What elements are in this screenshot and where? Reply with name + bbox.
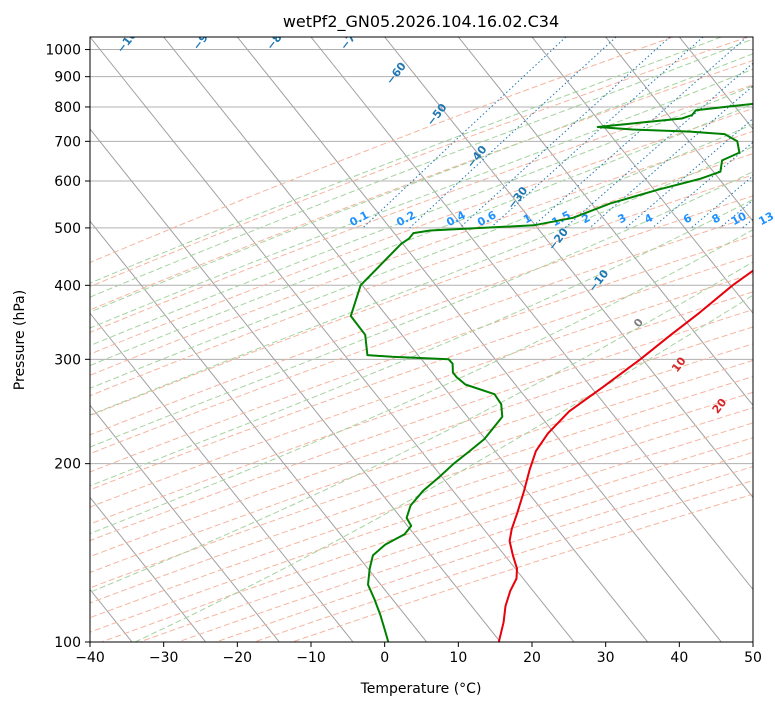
mixing-ratio-label: 10 — [729, 209, 749, 228]
isotherm-line — [90, 128, 501, 642]
moist-adiabat-line — [90, 85, 753, 347]
x-axis-label: Temperature (°C) — [360, 681, 482, 697]
y-tick-label: 300 — [54, 352, 81, 368]
isotherm-line — [90, 312, 354, 642]
temperature-profile-line — [497, 269, 753, 642]
x-tick-label: 30 — [597, 650, 615, 666]
dry-adiabat-line — [90, 273, 753, 508]
mixing-ratio-line — [564, 62, 753, 229]
isotherm-line — [752, 37, 753, 38]
mixing-ratio-line — [770, 37, 775, 228]
y-axis-label: Pressure (hPa) — [12, 290, 28, 390]
y-tick-label: 400 — [54, 278, 81, 294]
isotherm-line — [90, 404, 280, 642]
y-tick-label: 500 — [54, 221, 81, 237]
dry-adiabat-line — [90, 174, 753, 417]
dry-adiabat-line — [90, 291, 753, 525]
moist-adiabat-line — [90, 171, 753, 448]
mixing-ratio-line — [652, 141, 753, 229]
y-tick-label: 200 — [54, 457, 81, 473]
moist-adiabat-line — [90, 38, 753, 298]
x-tick-label: −30 — [149, 650, 179, 666]
moist-adiabat-line — [90, 37, 722, 284]
y-tick-label: 800 — [54, 100, 81, 116]
isotherm-line — [310, 37, 753, 591]
profiles — [349, 102, 753, 642]
y-tick-label: 1000 — [45, 43, 81, 59]
x-tick-label: −20 — [223, 650, 253, 666]
isotherm-line — [0, 37, 58, 642]
moist-adiabat-line — [90, 53, 753, 313]
dry-adiabat-line — [90, 153, 753, 397]
y-tick-label: 900 — [54, 70, 81, 86]
isotherm-line — [163, 37, 649, 642]
y-axis: 100 200 300 400 500 600 700 800 900 1000 — [45, 43, 90, 651]
isotherm-label: 30 — [752, 435, 772, 455]
dry-adiabat-line — [90, 376, 753, 604]
moist-adiabat-line — [90, 68, 753, 329]
y-tick-label: 700 — [54, 134, 81, 150]
isotherm-line — [90, 37, 575, 642]
x-tick-label: −10 — [296, 650, 326, 666]
x-tick-label: 50 — [744, 650, 762, 666]
dry-adiabat-line — [90, 326, 753, 558]
plot-frame — [89, 36, 754, 643]
dry-adiabat-line — [90, 37, 748, 288]
y-tick-label: 600 — [54, 174, 81, 190]
isotherm-line — [236, 37, 722, 642]
plot-background — [90, 37, 753, 642]
y-tick-label: 100 — [54, 635, 81, 651]
x-axis: −40 −30 −20 −10 0 10 20 30 40 50 — [75, 642, 762, 666]
background-lines — [90, 37, 775, 642]
x-tick-label: −40 — [75, 650, 105, 666]
isotherm-line — [457, 37, 753, 407]
isotherm-line — [90, 496, 207, 642]
isotherm-line — [531, 37, 753, 315]
chart-title: wetPf2_GN05.2026.104.16.02.C34 — [283, 12, 559, 32]
moist-adiabat-line — [90, 261, 753, 593]
dewpoint-profile-line — [349, 102, 753, 642]
x-tick-label: 20 — [523, 650, 541, 666]
dry-adiabat-line — [90, 84, 753, 333]
x-tick-label: 40 — [670, 650, 688, 666]
dry-adiabat-line — [90, 59, 753, 311]
mixing-ratio-label: 13 — [756, 209, 775, 228]
mixing-ratio-line — [459, 37, 671, 229]
x-tick-label: 10 — [449, 650, 467, 666]
x-tick-label: 0 — [380, 650, 389, 666]
dry-adiabat-line — [90, 391, 753, 619]
isotherm-line — [605, 37, 753, 222]
mixing-ratio-line — [490, 37, 704, 229]
moist-adiabat-line — [90, 198, 753, 487]
dry-adiabat-line — [90, 235, 753, 473]
dry-adiabat-line — [90, 343, 753, 573]
dry-adiabat-line — [90, 195, 753, 436]
